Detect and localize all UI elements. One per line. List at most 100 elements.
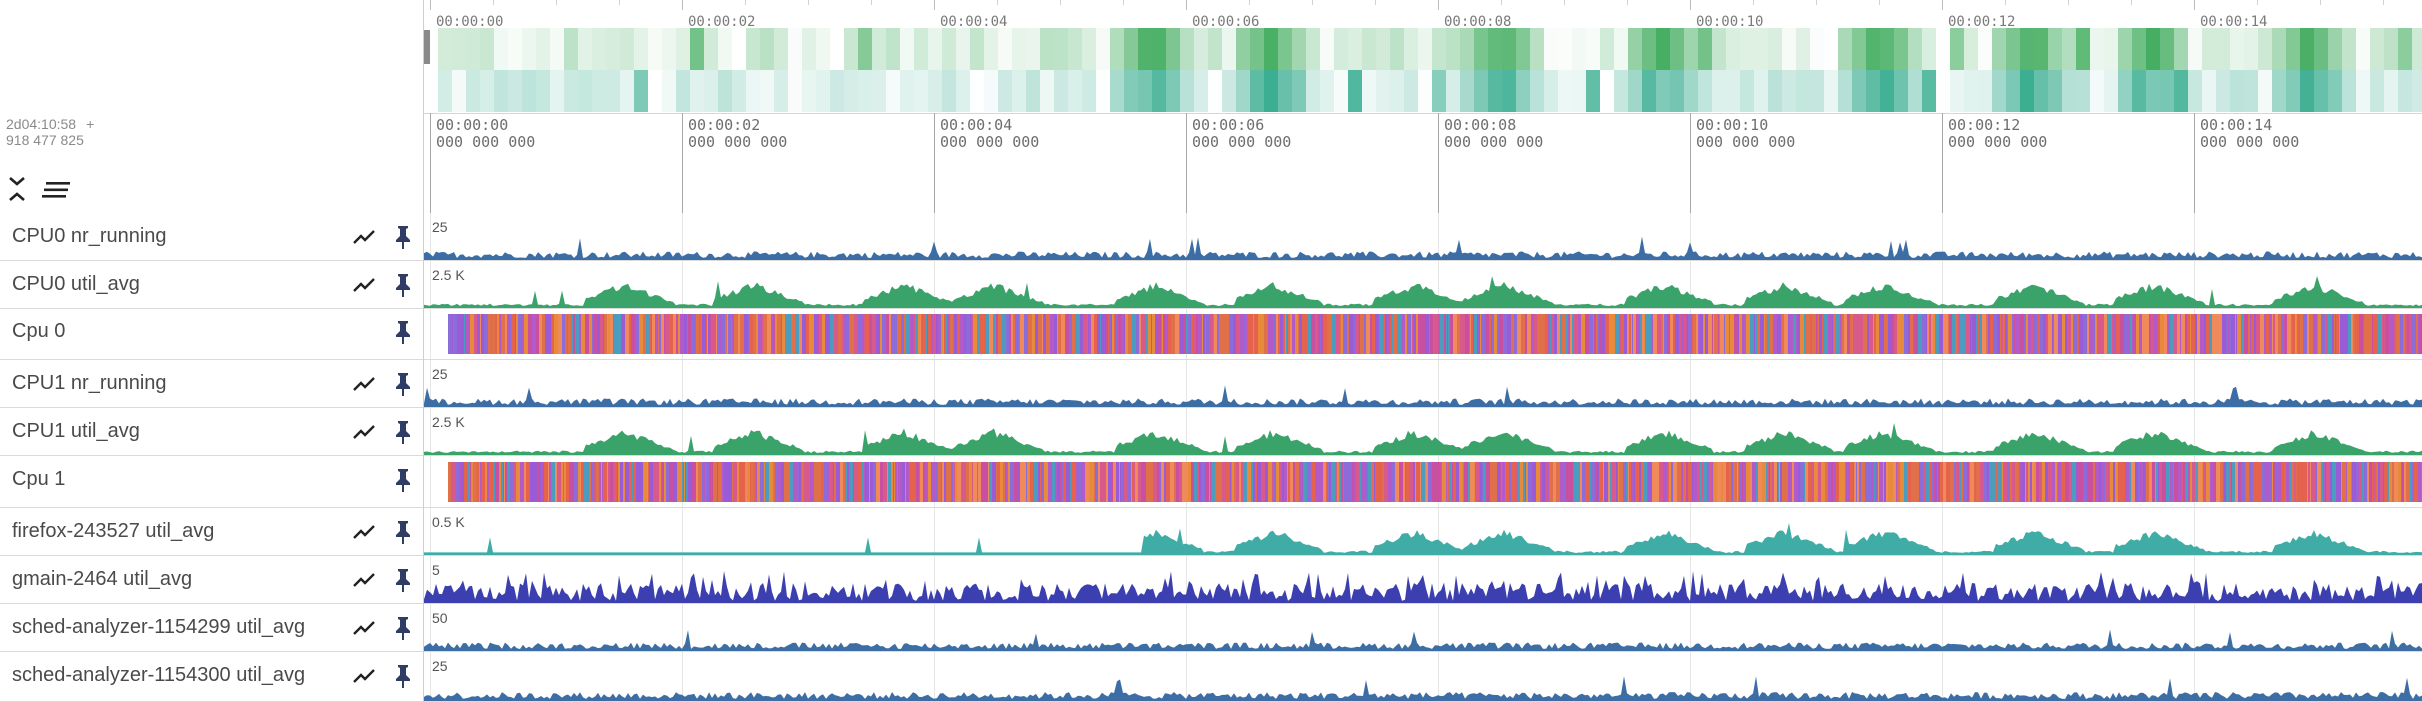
cpu-slice[interactable] [2079, 314, 2083, 354]
cpu-slice[interactable] [1364, 314, 1366, 354]
cpu-slice[interactable] [1640, 314, 1642, 354]
panel-divider[interactable] [423, 0, 424, 702]
cpu-slice[interactable] [2418, 462, 2421, 502]
cpu-slice[interactable] [953, 314, 954, 354]
cpu-slice[interactable] [978, 462, 981, 502]
cpu-slice[interactable] [584, 462, 586, 502]
cpu-slice[interactable] [1770, 462, 1772, 502]
cpu-slice[interactable] [732, 462, 733, 502]
cpu-slice[interactable] [1497, 314, 1499, 354]
cpu-slice[interactable] [1138, 462, 1141, 502]
cpu-slice[interactable] [454, 314, 457, 354]
cpu-slice[interactable] [941, 314, 943, 354]
cpu-slice[interactable] [1139, 314, 1141, 354]
cpu-slice[interactable] [1743, 462, 1746, 502]
cpu-slice[interactable] [625, 462, 629, 502]
cpu-slice[interactable] [2286, 462, 2289, 502]
cpu-slice[interactable] [2190, 314, 2191, 354]
cpu-slice[interactable] [2030, 462, 2032, 502]
cpu-slice[interactable] [711, 314, 715, 354]
cpu-slice[interactable] [1937, 314, 1939, 354]
cpu-slice[interactable] [1708, 314, 1710, 354]
cpu-slice[interactable] [906, 462, 909, 502]
cpu-slice[interactable] [1664, 314, 1667, 354]
cpu-slice[interactable] [865, 462, 869, 502]
cpu-slice[interactable] [784, 462, 786, 502]
cpu-slice[interactable] [1814, 462, 1818, 502]
cpu-slice[interactable] [541, 462, 543, 502]
cpu-slice[interactable] [2363, 314, 2364, 354]
cpu-slice[interactable] [804, 462, 807, 502]
cpu-slice[interactable] [1703, 462, 1707, 502]
cpu-slice[interactable] [1406, 462, 1409, 502]
cpu-slice[interactable] [2235, 462, 2238, 502]
cpu-slice[interactable] [728, 462, 732, 502]
cpu-slice[interactable] [822, 314, 825, 354]
line-chart-icon[interactable] [352, 570, 376, 590]
cpu-slice[interactable] [2001, 314, 2003, 354]
cpu-slice[interactable] [2372, 462, 2373, 502]
cpu-slice[interactable] [1954, 462, 1955, 502]
cpu-slice[interactable] [2295, 462, 2296, 502]
cpu-slice[interactable] [1479, 462, 1480, 502]
cpu-slice[interactable] [2167, 314, 2170, 354]
cpu-slice[interactable] [2351, 314, 2352, 354]
cpu-slice[interactable] [947, 314, 950, 354]
cpu-slice[interactable] [1663, 314, 1664, 354]
cpu-slice[interactable] [1768, 462, 1769, 502]
cpu-slice[interactable] [1421, 462, 1425, 502]
cpu-slice[interactable] [717, 462, 718, 502]
cpu-slice[interactable] [825, 314, 829, 354]
cpu-slice[interactable] [678, 314, 680, 354]
cpu-slice[interactable] [2158, 314, 2160, 354]
cpu-slice[interactable] [1517, 314, 1521, 354]
cpu-slice[interactable] [1148, 314, 1151, 354]
cpu-slice[interactable] [547, 314, 551, 354]
cpu-slice[interactable] [1610, 462, 1612, 502]
cpu-slice[interactable] [1106, 462, 1108, 502]
cpu-slice[interactable] [1589, 462, 1591, 502]
cpu-slice[interactable] [2052, 314, 2053, 354]
cpu-slice[interactable] [599, 462, 601, 502]
cpu-slice[interactable] [2239, 462, 2241, 502]
cpu-slice[interactable] [1482, 462, 1483, 502]
cpu-slice[interactable] [1236, 314, 1240, 354]
time-ruler[interactable]: 00:00:00 000 000 000 00:00:02 000 000 000 00… [424, 113, 2422, 213]
cpu-slice[interactable] [574, 462, 578, 502]
cpu-slice[interactable] [897, 462, 898, 502]
cpu-slice[interactable] [2016, 314, 2017, 354]
cpu-slice[interactable] [1636, 314, 1637, 354]
cpu-slice[interactable] [734, 314, 738, 354]
cpu-slice[interactable] [1817, 314, 1818, 354]
cpu-slice[interactable] [1285, 314, 1286, 354]
counter-chart[interactable] [424, 508, 2422, 556]
cpu-slice[interactable] [2383, 462, 2384, 502]
cpu-slice[interactable] [635, 314, 636, 354]
cpu-slice[interactable] [1810, 314, 1812, 354]
cpu-slice[interactable] [1681, 462, 1683, 502]
cpu-slice[interactable] [2273, 314, 2275, 354]
cpu-slice[interactable] [1673, 314, 1675, 354]
cpu-slice[interactable] [636, 462, 639, 502]
cpu-slice[interactable] [2346, 462, 2347, 502]
cpu-slice[interactable] [1193, 314, 1196, 354]
cpu-slice[interactable] [737, 462, 739, 502]
cpu-slice[interactable] [1290, 314, 1292, 354]
cpu-slice[interactable] [1686, 462, 1688, 502]
cpu-slice[interactable] [1292, 314, 1295, 354]
cpu-slice[interactable] [2244, 314, 2248, 354]
cpu-slice[interactable] [2323, 462, 2325, 502]
cpu-slice[interactable] [1403, 462, 1405, 502]
cpu-slice[interactable] [1833, 314, 1836, 354]
cpu-slice[interactable] [2162, 462, 2166, 502]
cpu-slice[interactable] [688, 314, 691, 354]
cpu-slice[interactable] [1804, 462, 1805, 502]
cpu-slice[interactable] [1723, 462, 1725, 502]
cpu-slice[interactable] [1844, 314, 1846, 354]
cpu-slice[interactable] [775, 314, 777, 354]
cpu-slice[interactable] [1329, 314, 1331, 354]
cpu-slice[interactable] [698, 462, 702, 502]
cpu-slice[interactable] [1573, 462, 1576, 502]
cpu-slice[interactable] [2236, 314, 2237, 354]
pin-icon[interactable] [392, 614, 414, 642]
